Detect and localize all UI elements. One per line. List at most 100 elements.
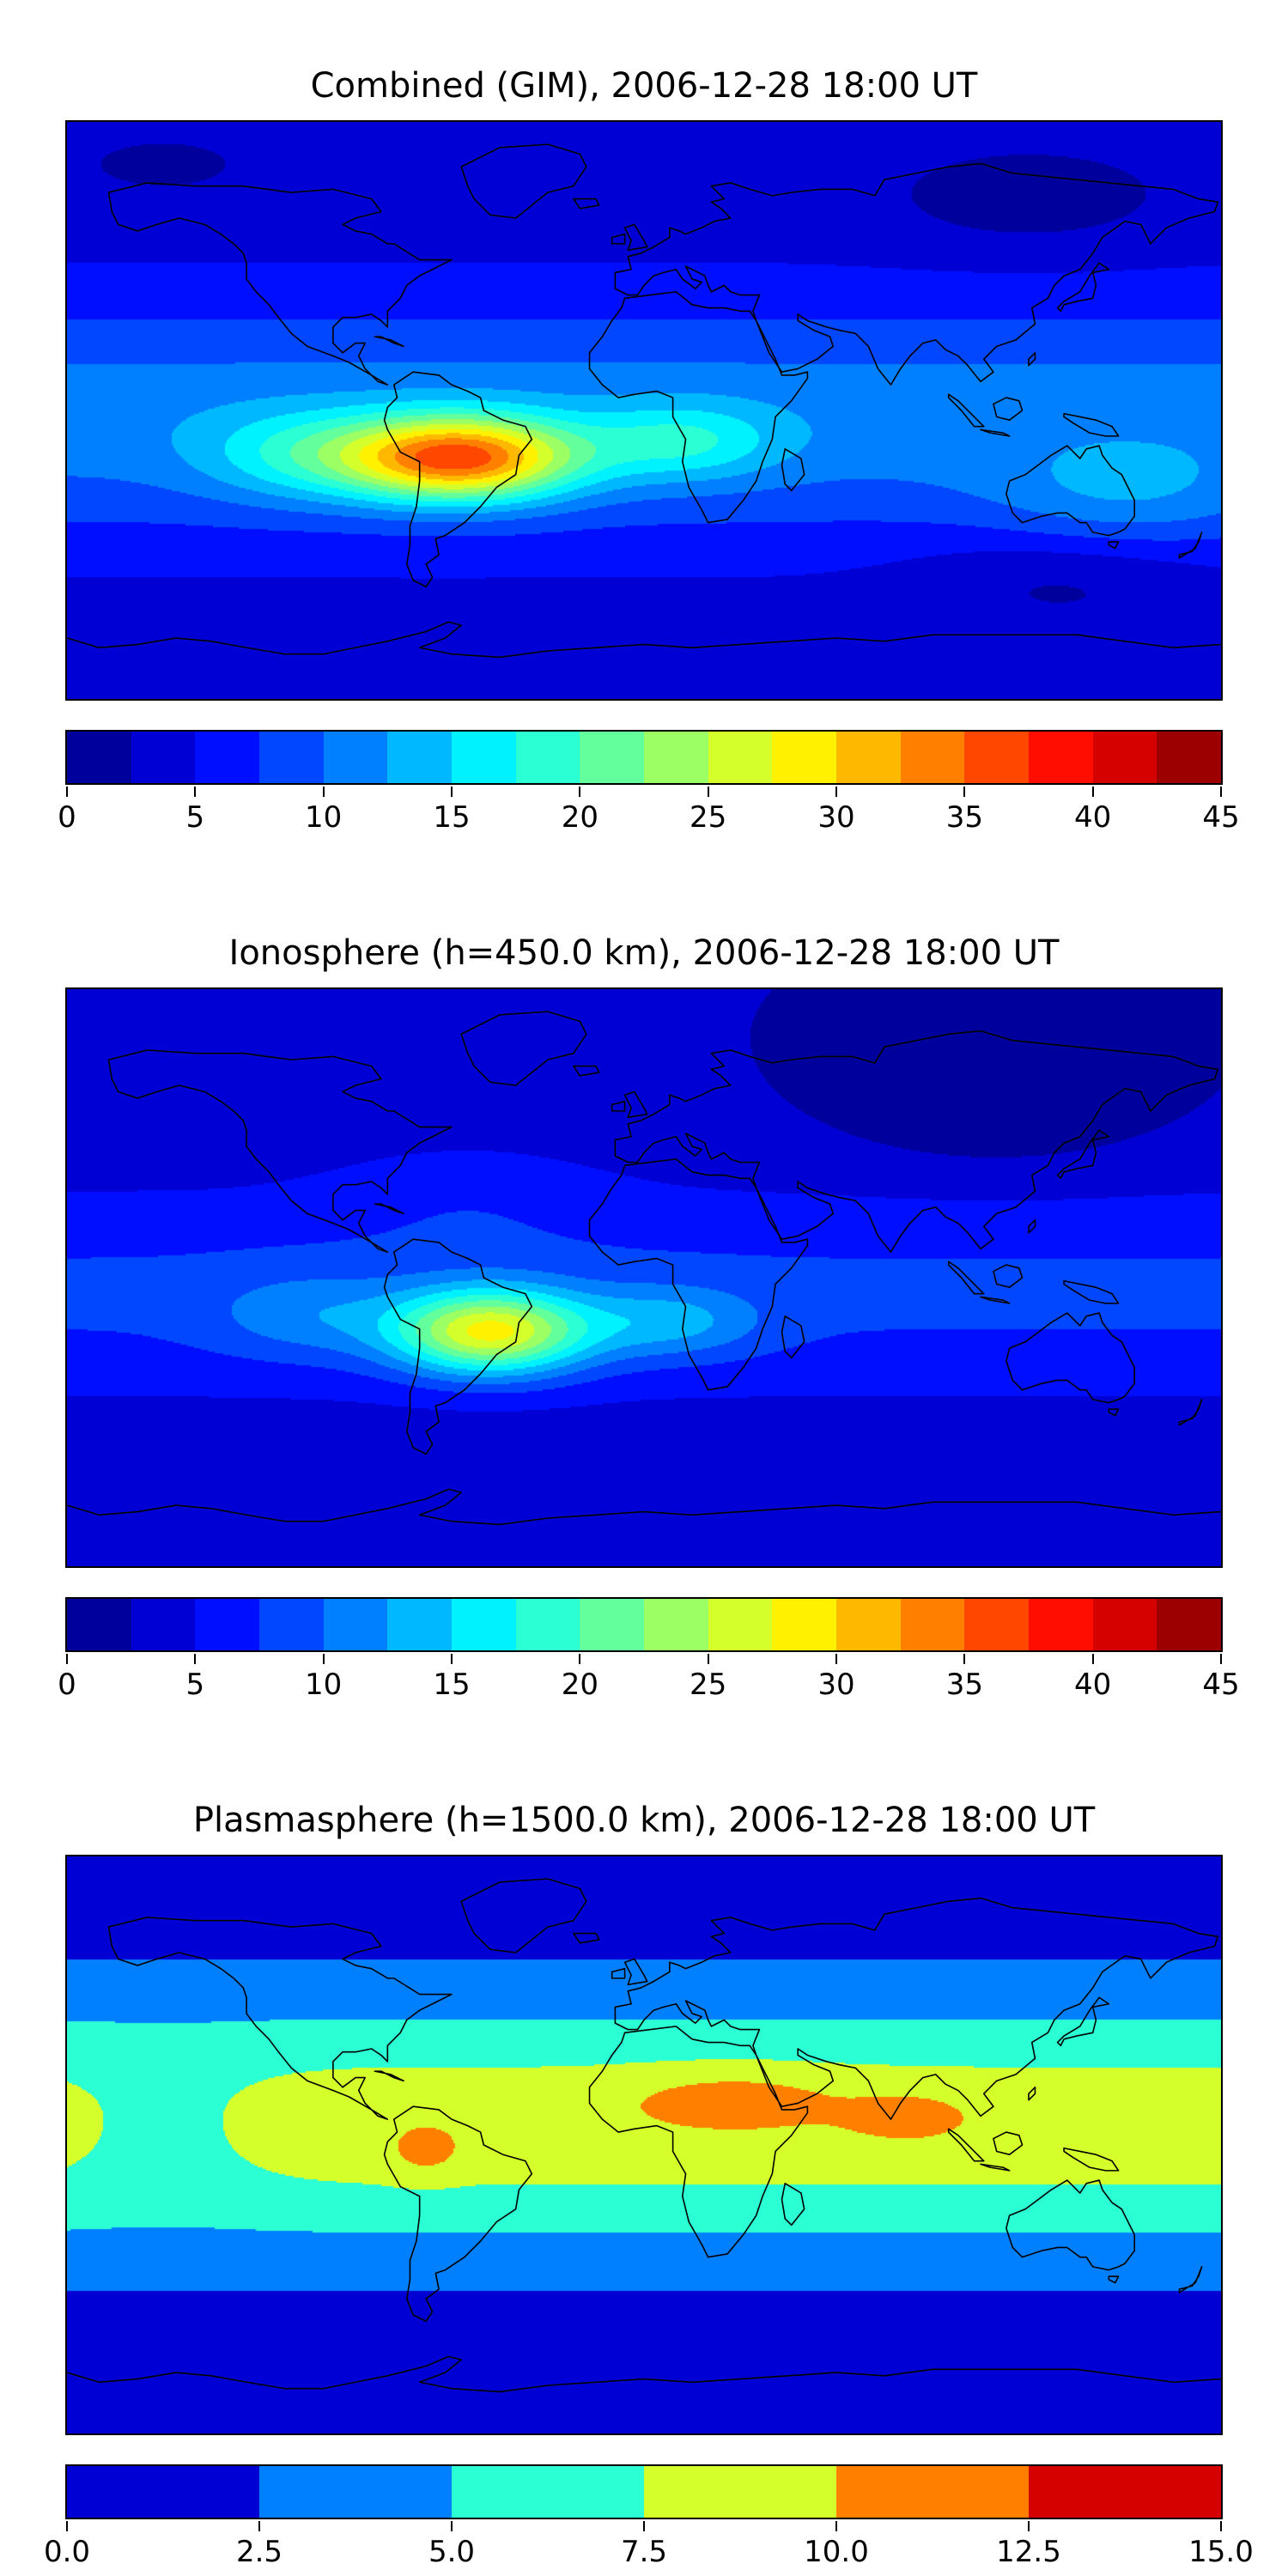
colorbar-tick	[835, 787, 837, 797]
colorbar-segment	[580, 732, 645, 783]
colorbar-segment	[900, 732, 965, 783]
panel-ionosphere: Ionosphere (h=450.0 km), 2006-12-28 18:0…	[0, 927, 1288, 1726]
coastline-path	[67, 1012, 1221, 1524]
colorbar-segment	[387, 732, 453, 783]
colorbar-tick-label: 45	[1202, 1668, 1240, 1702]
colorbar-tick	[66, 1654, 68, 1664]
colorbar-tick	[835, 1654, 837, 1664]
colorbar-axis: 0 5 10 15 20 25 30 35 40 45	[58, 1654, 1240, 1709]
chart-title: Ionosphere (h=450.0 km), 2006-12-28 18:0…	[228, 933, 1060, 973]
colorbar	[65, 730, 1223, 785]
colorbar-tick	[1091, 1654, 1094, 1664]
colorbar-segment	[131, 732, 196, 783]
colorbar-segment	[644, 732, 708, 783]
colorbar-tick	[1091, 787, 1094, 797]
colorbar-tick-label: 12.5	[996, 2535, 1061, 2569]
colorbar-segment	[515, 1599, 580, 1650]
colorbar-tick-label: 20	[561, 800, 598, 835]
coastline-path	[67, 1879, 1221, 2391]
colorbar-tick-label: 5	[185, 1668, 205, 1702]
colorbar-segment	[323, 1599, 388, 1650]
coastlines-overlay	[67, 1856, 1221, 2433]
colorbar-tick	[835, 2521, 837, 2531]
panel-combined-gim: Combined (GIM), 2006-12-28 18:00 UT 0 5 10…	[0, 60, 1288, 859]
colorbar-tick-label: 15	[433, 1668, 471, 1702]
colorbar-segment	[67, 1599, 131, 1650]
colorbar-segment	[387, 1599, 453, 1650]
colorbar-segment	[1092, 732, 1157, 783]
colorbar-tick-label: 2.5	[235, 2535, 283, 2569]
colorbar-tick-label: 5.0	[428, 2535, 476, 2569]
colorbar-tick	[579, 787, 581, 797]
world-map-ionosphere	[65, 987, 1223, 1568]
colorbar-segment	[1092, 1599, 1157, 1650]
colorbar-tick-label: 45	[1202, 800, 1240, 835]
colorbar-tick	[707, 787, 709, 797]
colorbar-segment	[1029, 2466, 1221, 2518]
colorbar-segment	[67, 2466, 259, 2518]
colorbar-tick	[66, 2521, 68, 2531]
colorbar-segment	[644, 2466, 836, 2518]
colorbar-tick	[1220, 1654, 1222, 1664]
colorbar-segment	[452, 2466, 644, 2518]
colorbar-segment	[452, 732, 516, 783]
colorbar-axis: 0.0 2.5 5.0 7.5 10.0 12.5 15.0	[44, 2521, 1254, 2576]
colorbar-segment	[259, 732, 324, 783]
coastline-path	[67, 144, 1221, 657]
colorbar-segment	[772, 732, 837, 783]
colorbar-segment	[836, 1599, 901, 1650]
colorbar-tick	[194, 1654, 197, 1664]
colorbar-segment	[772, 1599, 837, 1650]
contour-map-canvas	[67, 122, 1221, 699]
colorbar-tick-label: 10	[305, 1668, 343, 1702]
colorbar-segment	[1157, 1599, 1221, 1650]
panel-plasmasphere: Plasmasphere (h=1500.0 km), 2006-12-28 1…	[0, 1795, 1288, 2576]
colorbar-tick	[258, 2521, 260, 2531]
colorbar-tick-label: 30	[817, 1668, 855, 1702]
colorbar-segment	[708, 1599, 773, 1650]
colorbar-segment	[708, 732, 773, 783]
colorbar-tick	[963, 1654, 966, 1664]
colorbar-tick-label: 7.5	[620, 2535, 668, 2569]
colorbar-segment	[452, 1599, 516, 1650]
colorbar-tick-label: 10.0	[804, 2535, 869, 2569]
colorbar-segment	[964, 1599, 1030, 1650]
colorbar-segment	[580, 1599, 645, 1650]
colorbar	[65, 2464, 1223, 2519]
colorbar-segment	[259, 2466, 452, 2518]
colorbar-tick-label: 15	[433, 800, 471, 835]
colorbar-segment	[1029, 732, 1093, 783]
colorbar-tick	[963, 787, 966, 797]
colorbar-segment	[67, 732, 131, 783]
colorbar-tick	[66, 787, 68, 797]
colorbar-tick-label: 0	[58, 800, 76, 835]
colorbar-tick	[194, 787, 197, 797]
colorbar-tick-label: 35	[945, 800, 983, 835]
colorbar-tick-label: 40	[1074, 1668, 1112, 1702]
colorbar-segment	[195, 1599, 260, 1650]
colorbar-tick-label: 25	[690, 800, 727, 835]
colorbar-tick	[1028, 2521, 1030, 2531]
colorbar-segment	[900, 1599, 965, 1650]
chart-title: Combined (GIM), 2006-12-28 18:00 UT	[310, 66, 978, 106]
colorbar-segment	[836, 2466, 1029, 2518]
colorbar-tick	[322, 787, 325, 797]
contour-map-canvas	[67, 989, 1221, 1566]
colorbar-tick-label: 5	[185, 800, 205, 835]
colorbar-tick	[643, 2521, 645, 2531]
colorbar-segment	[644, 1599, 708, 1650]
colorbar-tick	[451, 1654, 453, 1664]
coastlines-overlay	[67, 122, 1221, 699]
colorbar-tick-label: 15.0	[1188, 2535, 1254, 2569]
colorbar-tick-label: 40	[1074, 800, 1112, 835]
chart-title: Plasmasphere (h=1500.0 km), 2006-12-28 1…	[192, 1801, 1096, 1840]
world-map-plasmasphere	[65, 1855, 1223, 2435]
world-map-combined	[65, 120, 1223, 701]
colorbar-segment	[195, 732, 260, 783]
colorbar-tick-label: 25	[690, 1668, 727, 1702]
colorbar-tick	[451, 787, 453, 797]
colorbar-segment	[323, 732, 388, 783]
coastlines-overlay	[67, 989, 1221, 1566]
colorbar-tick-label: 35	[945, 1668, 983, 1702]
